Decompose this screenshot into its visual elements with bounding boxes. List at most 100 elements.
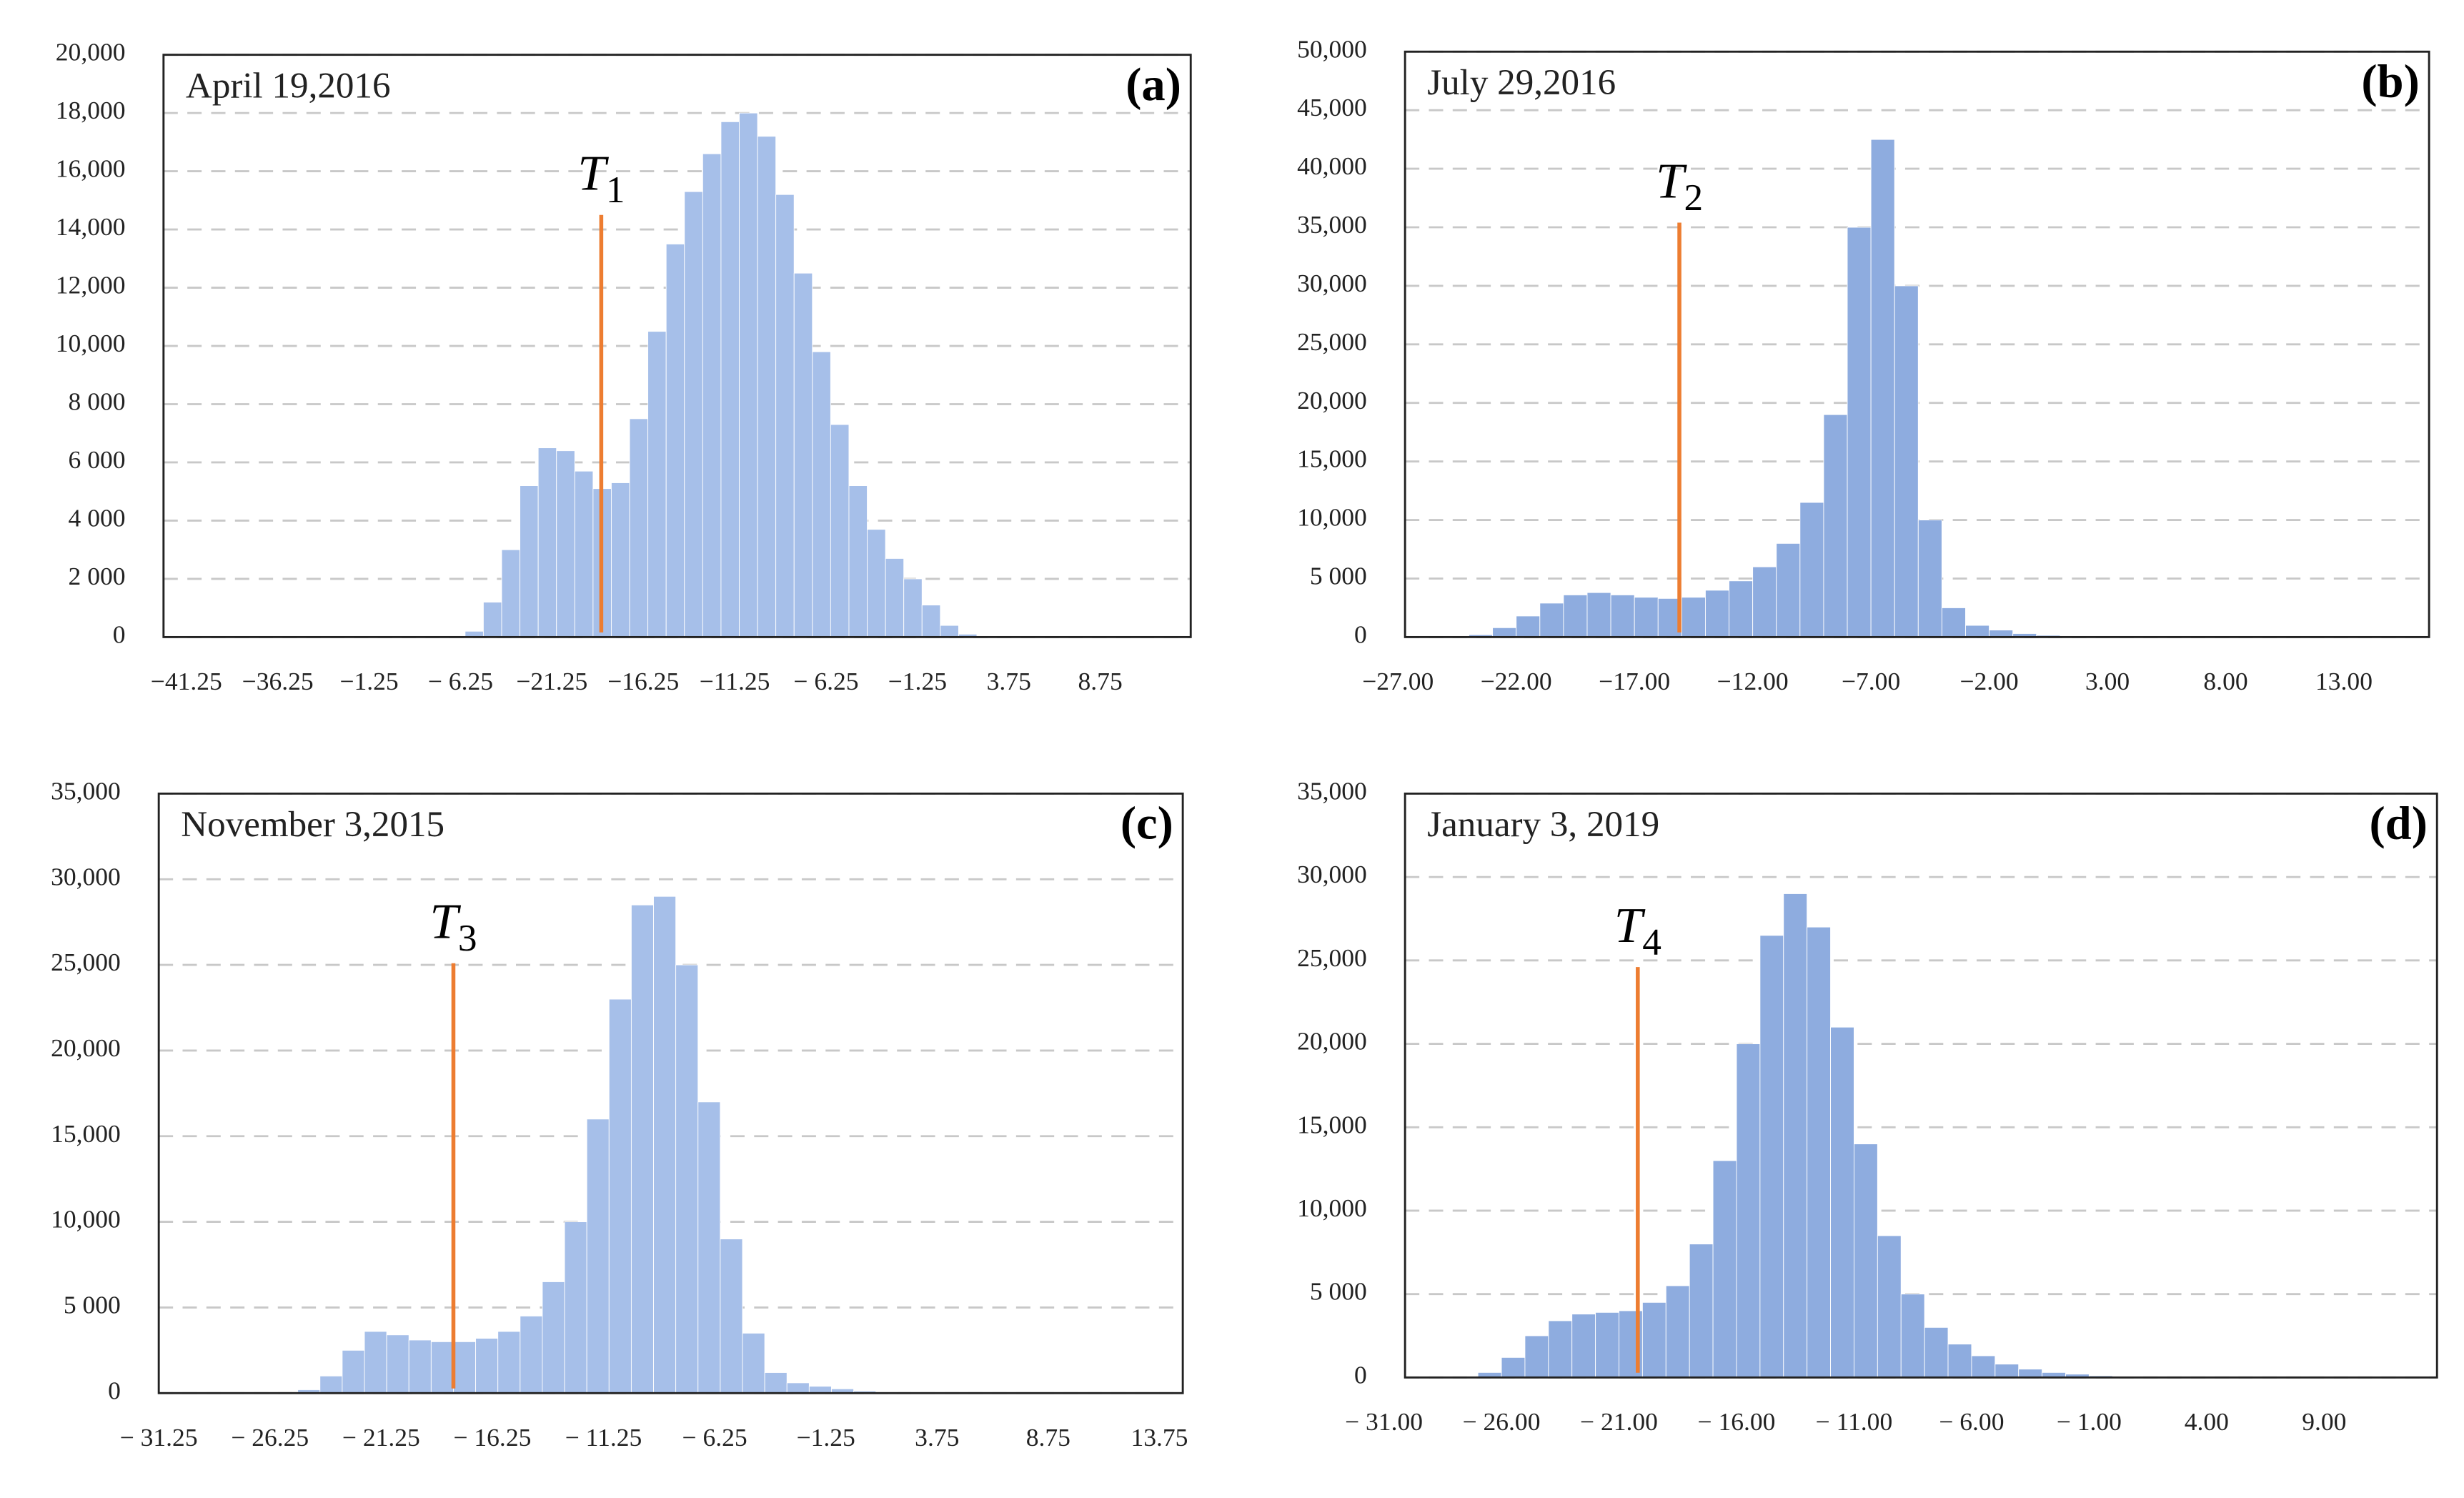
bar	[830, 424, 850, 638]
y-tick-label: 4 000	[69, 505, 126, 532]
y-tick-label: 14,000	[56, 213, 126, 241]
y-tick-label: 0	[1354, 1361, 1367, 1389]
bar	[1965, 625, 1990, 638]
bar	[808, 1386, 832, 1394]
bar	[903, 578, 923, 638]
x-tick-label: − 16.25	[453, 1424, 531, 1452]
y-tick-label: 10,000	[1297, 1194, 1367, 1222]
bar	[1941, 607, 1966, 638]
bar	[793, 272, 813, 638]
bar	[1783, 893, 1808, 1378]
x-tick-label: 8.75	[1078, 668, 1123, 695]
y-tick-label: 15,000	[51, 1120, 121, 1148]
x-tick-label: − 6.25	[682, 1424, 747, 1452]
panel-title: November 3,2015	[181, 804, 444, 844]
bar	[1492, 627, 1517, 638]
bar	[1752, 566, 1777, 638]
panel-title: July 29,2016	[1427, 62, 1616, 102]
x-tick-label: − 31.00	[1345, 1408, 1423, 1436]
y-tick-label: 20,000	[1297, 387, 1367, 415]
y-tick-label: 12,000	[56, 272, 126, 299]
bar	[786, 1382, 810, 1394]
bar	[556, 450, 575, 638]
threshold-label: T4	[1614, 898, 1661, 963]
bar	[1665, 1285, 1690, 1378]
x-tick-label: −12.00	[1717, 668, 1789, 695]
bar	[430, 1341, 454, 1394]
y-tick-label: 15,000	[1297, 445, 1367, 473]
bar	[342, 1349, 365, 1394]
bar	[386, 1334, 409, 1394]
x-tick-label: −11.25	[700, 668, 770, 695]
x-tick-label: 13.00	[2315, 668, 2373, 695]
bar	[453, 1341, 477, 1394]
bar	[1776, 542, 1801, 638]
bar	[697, 1101, 721, 1394]
y-tick-label: 30,000	[1297, 269, 1367, 297]
y-tick-label: 45,000	[1297, 94, 1367, 121]
bar	[702, 153, 722, 638]
bar	[1516, 615, 1541, 638]
y-tick-label: 0	[113, 621, 126, 649]
x-tick-label: −36.25	[242, 668, 314, 695]
y-tick-label: 35,000	[1297, 211, 1367, 239]
plot-frame	[1404, 792, 2438, 1379]
x-tick-label: 8.00	[2203, 668, 2247, 695]
threshold-label: T1	[577, 146, 625, 211]
bar	[1729, 580, 1754, 638]
bar	[1689, 1244, 1714, 1378]
bar	[542, 1281, 565, 1394]
bar	[501, 549, 521, 638]
bar	[319, 1375, 343, 1394]
plot-frame	[1404, 50, 2430, 638]
x-tick-label: − 26.00	[1463, 1408, 1541, 1436]
x-tick-label: − 1.00	[2057, 1408, 2122, 1436]
y-tick-label: 25,000	[51, 948, 121, 976]
threshold-symbol: T	[429, 894, 461, 949]
x-tick-label: −16.25	[607, 668, 679, 695]
threshold-subscript: 1	[606, 170, 625, 212]
bar	[742, 1332, 765, 1394]
bar	[1712, 1160, 1737, 1378]
bar	[848, 485, 868, 638]
panel-title: April 19,2016	[186, 66, 391, 106]
bar	[739, 112, 758, 638]
y-tick-label: 2 000	[69, 562, 126, 590]
y-tick-label: 5 000	[1310, 562, 1367, 590]
x-tick-label: 4.00	[2185, 1408, 2229, 1436]
bar	[1823, 414, 1848, 638]
x-tick-label: −2.00	[1959, 668, 2018, 695]
bar	[364, 1331, 387, 1394]
y-tick-label: 25,000	[1297, 328, 1367, 356]
bar	[1847, 227, 1872, 638]
y-tick-label: 10,000	[1297, 504, 1367, 532]
bar	[520, 485, 539, 638]
y-tick-label: 30,000	[1297, 860, 1367, 888]
bar	[720, 1239, 743, 1394]
y-tick-label: 50,000	[1297, 36, 1367, 64]
bar	[611, 482, 630, 638]
y-tick-label: 35,000	[51, 778, 121, 805]
y-tick-label: 25,000	[1297, 944, 1367, 972]
bar	[1989, 630, 2014, 638]
bar	[1571, 1314, 1596, 1378]
bar	[665, 244, 685, 638]
bar	[1586, 592, 1611, 638]
bar	[564, 1221, 587, 1394]
x-tick-label: −21.25	[516, 668, 587, 695]
y-tick-label: 16,000	[56, 155, 126, 183]
bar	[1705, 590, 1729, 638]
y-tick-label: 30,000	[51, 863, 121, 891]
y-tick-label: 35,000	[1297, 778, 1367, 805]
bar	[1736, 1043, 1761, 1378]
x-tick-label: − 21.25	[342, 1424, 420, 1452]
bar	[1539, 602, 1564, 638]
threshold-label: T3	[429, 894, 477, 959]
x-tick-label: − 11.00	[1816, 1408, 1893, 1436]
threshold-subscript: 4	[1642, 922, 1661, 963]
bar	[574, 470, 594, 638]
bar	[867, 529, 886, 638]
bar	[1854, 1144, 1878, 1378]
x-tick-label: −22.00	[1481, 668, 1552, 695]
bar	[1994, 1364, 2020, 1378]
